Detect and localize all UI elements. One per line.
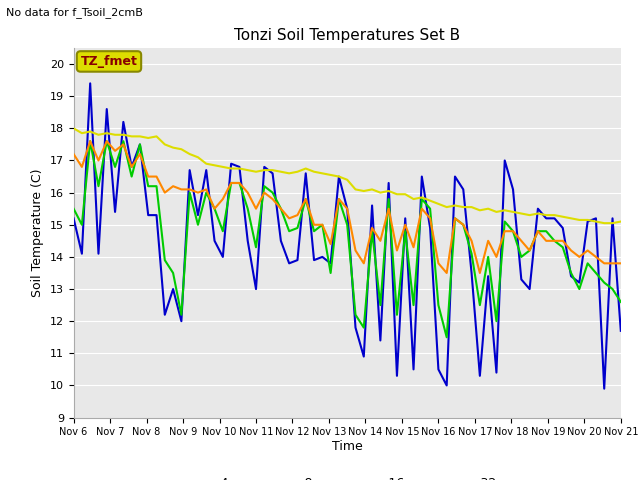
X-axis label: Time: Time [332,440,363,453]
Y-axis label: Soil Temperature (C): Soil Temperature (C) [31,168,44,297]
Text: No data for f_Tsoil_2cmB: No data for f_Tsoil_2cmB [6,7,143,18]
Text: TZ_fmet: TZ_fmet [81,55,138,68]
Title: Tonzi Soil Temperatures Set B: Tonzi Soil Temperatures Set B [234,28,460,43]
Legend: -4cm, -8cm, -16cm, -32cm: -4cm, -8cm, -16cm, -32cm [174,472,520,480]
